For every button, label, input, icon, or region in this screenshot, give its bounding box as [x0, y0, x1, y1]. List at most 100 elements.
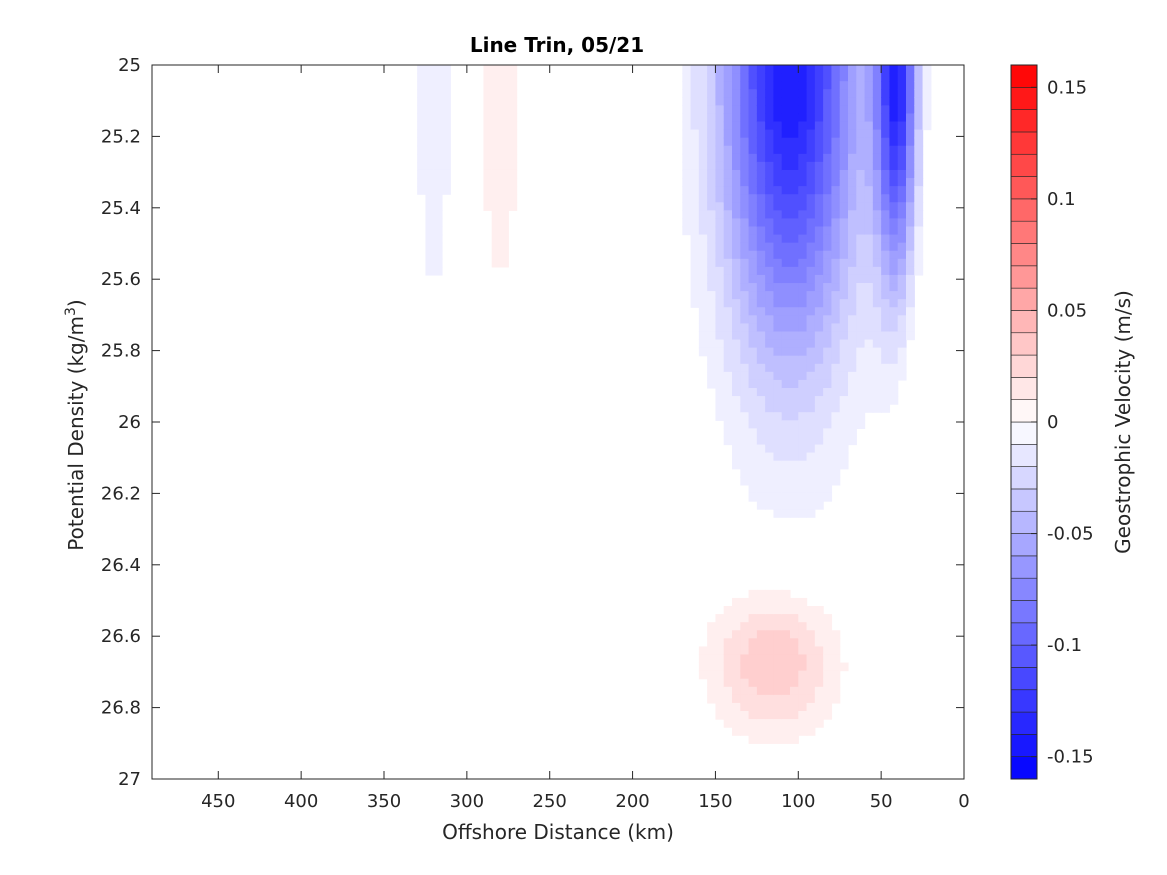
contour-cell [740, 388, 750, 397]
contour-cell [765, 420, 775, 429]
contour-cell [839, 331, 849, 341]
contour-cell [723, 428, 733, 438]
contour-cell [748, 420, 758, 429]
contour-cell [806, 347, 816, 357]
contour-cell [823, 258, 833, 268]
contour-cell [823, 226, 833, 236]
contour-cell [897, 121, 907, 131]
contour-cell [798, 274, 808, 284]
contour-cell [848, 73, 857, 82]
contour-cell [881, 186, 891, 195]
contour-cell [433, 210, 443, 220]
contour-cell [781, 355, 791, 365]
contour-cell [823, 379, 833, 389]
colorbar-tick-label: 0.1 [1047, 189, 1076, 210]
contour-cell [698, 169, 708, 179]
contour-cell [848, 129, 857, 139]
contour-cell [781, 711, 791, 720]
contour-cell [690, 89, 700, 98]
contour-cell [740, 436, 750, 446]
contour-cell [790, 186, 799, 195]
contour-cell [781, 476, 791, 486]
contour-cell [781, 589, 791, 599]
contour-cell [872, 161, 882, 171]
contour-cell [848, 323, 857, 333]
contour-cell [839, 428, 849, 438]
contour-cell [798, 436, 808, 446]
contour-cell [698, 202, 708, 211]
colorbar-ticks: 0.150.10.050-0.05-0.1-0.15 [1031, 77, 1094, 768]
contour-cell [781, 242, 791, 252]
contour-cell [906, 258, 915, 268]
contour-cell [872, 404, 882, 413]
contour-cell [781, 678, 791, 688]
colorbar-swatch [1010, 734, 1038, 757]
contour-cell [872, 331, 882, 341]
contour-cell [756, 678, 766, 688]
contour-cell [848, 218, 857, 228]
contour-cell [922, 113, 932, 123]
contour-cell [872, 129, 882, 139]
contour-cell [732, 331, 741, 341]
contour-cell [864, 299, 874, 308]
contour-cell [781, 379, 791, 389]
contour-cell [723, 129, 733, 139]
contour-cell [491, 250, 501, 260]
contour-cell [425, 73, 435, 82]
contour-cell [889, 145, 899, 155]
contour-cell [707, 145, 717, 155]
contour-cell [806, 81, 816, 90]
contour-cell [732, 670, 741, 680]
contour-cell [831, 186, 841, 195]
contour-cell [864, 153, 874, 163]
contour-cell [781, 484, 791, 494]
contour-cell [856, 250, 866, 260]
contour-cell [773, 331, 783, 341]
contour-cell [508, 153, 518, 163]
contour-cell [798, 711, 808, 720]
contour-cell [839, 242, 849, 252]
contour-cell [433, 81, 443, 90]
contour-cell [848, 250, 857, 260]
contour-cell [856, 234, 866, 244]
contour-cell [723, 323, 733, 333]
contour-cell [773, 226, 783, 236]
contour-cell [682, 89, 692, 98]
contour-cell [707, 186, 717, 195]
contour-cell [723, 371, 733, 381]
contour-cell [814, 202, 824, 211]
contour-cell [715, 274, 725, 284]
contour-cell [872, 363, 882, 373]
contour-cell [765, 323, 775, 333]
contour-cell [748, 412, 758, 421]
colorbar-swatch [1010, 153, 1038, 177]
contour-cell [881, 299, 891, 308]
contour-cell [723, 719, 733, 728]
contour-cell [823, 315, 833, 324]
contour-cell [756, 654, 766, 664]
contour-cell [740, 178, 750, 187]
contour-cell [814, 686, 824, 696]
contour-cell [765, 65, 775, 74]
contour-cell [889, 178, 899, 187]
contour-cell [740, 210, 750, 220]
colorbar-tick-label: -0.15 [1047, 747, 1094, 768]
contour-cell [823, 468, 833, 478]
contour-cell [856, 347, 866, 357]
contour-cell [417, 169, 427, 179]
contour-cell [831, 121, 841, 131]
contour-cell [442, 137, 451, 147]
contour-cell [723, 291, 733, 300]
contour-cell [491, 202, 501, 211]
contour-cell [897, 355, 907, 365]
contour-cell [707, 654, 717, 664]
contour-cell [823, 307, 833, 316]
contour-cell [682, 73, 692, 82]
contour-cell [781, 339, 791, 349]
contour-cell [732, 379, 741, 389]
contour-cell [748, 678, 758, 688]
contour-cell [690, 283, 700, 292]
contour-cell [740, 129, 750, 139]
contour-cell [707, 178, 717, 187]
contour-cell [806, 614, 816, 623]
